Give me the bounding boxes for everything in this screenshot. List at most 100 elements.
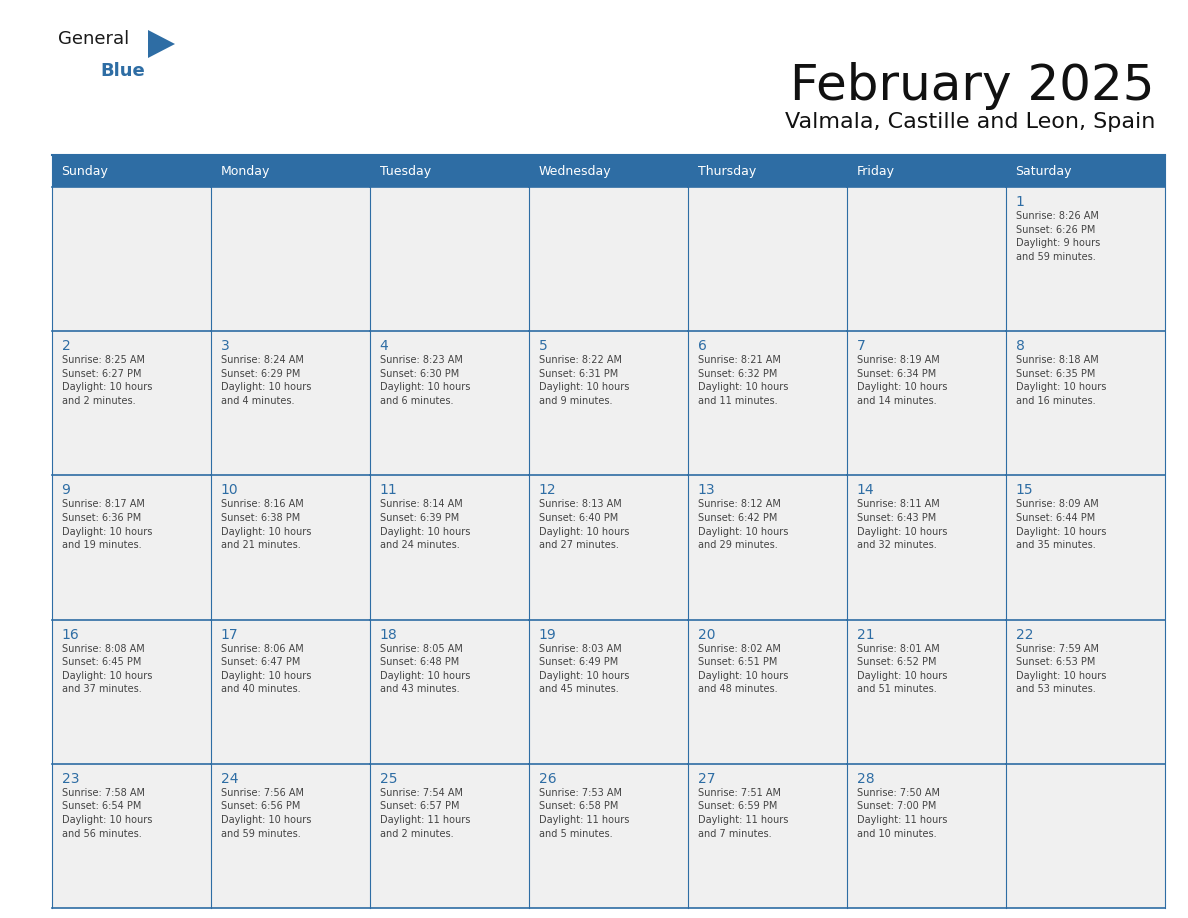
Bar — [847, 331, 1006, 476]
Bar — [847, 764, 1006, 908]
Text: Sunrise: 7:58 AM
Sunset: 6:54 PM
Daylight: 10 hours
and 56 minutes.: Sunrise: 7:58 AM Sunset: 6:54 PM Dayligh… — [62, 788, 152, 839]
Text: Sunrise: 8:03 AM
Sunset: 6:49 PM
Daylight: 10 hours
and 45 minutes.: Sunrise: 8:03 AM Sunset: 6:49 PM Dayligh… — [538, 644, 628, 694]
Text: Sunrise: 8:12 AM
Sunset: 6:42 PM
Daylight: 10 hours
and 29 minutes.: Sunrise: 8:12 AM Sunset: 6:42 PM Dayligh… — [697, 499, 788, 550]
Bar — [529, 764, 688, 908]
Bar — [211, 620, 369, 764]
Bar — [369, 764, 529, 908]
Bar — [52, 187, 211, 331]
Text: Sunrise: 8:22 AM
Sunset: 6:31 PM
Daylight: 10 hours
and 9 minutes.: Sunrise: 8:22 AM Sunset: 6:31 PM Dayligh… — [538, 355, 628, 406]
Text: 14: 14 — [857, 484, 874, 498]
Text: General: General — [58, 30, 129, 48]
Text: Sunday: Sunday — [62, 164, 108, 177]
Text: Sunrise: 8:23 AM
Sunset: 6:30 PM
Daylight: 10 hours
and 6 minutes.: Sunrise: 8:23 AM Sunset: 6:30 PM Dayligh… — [379, 355, 470, 406]
Text: 26: 26 — [538, 772, 556, 786]
Bar — [529, 155, 688, 187]
Text: 21: 21 — [857, 628, 874, 642]
Bar — [529, 476, 688, 620]
Text: Sunrise: 7:56 AM
Sunset: 6:56 PM
Daylight: 10 hours
and 59 minutes.: Sunrise: 7:56 AM Sunset: 6:56 PM Dayligh… — [221, 788, 311, 839]
Text: Blue: Blue — [100, 62, 145, 80]
Bar — [369, 187, 529, 331]
Text: 22: 22 — [1016, 628, 1034, 642]
Text: Sunrise: 8:21 AM
Sunset: 6:32 PM
Daylight: 10 hours
and 11 minutes.: Sunrise: 8:21 AM Sunset: 6:32 PM Dayligh… — [697, 355, 788, 406]
Bar — [688, 476, 847, 620]
Text: 12: 12 — [538, 484, 556, 498]
Bar — [52, 155, 211, 187]
Text: 4: 4 — [379, 339, 388, 353]
Text: Friday: Friday — [857, 164, 895, 177]
Text: Sunrise: 8:26 AM
Sunset: 6:26 PM
Daylight: 9 hours
and 59 minutes.: Sunrise: 8:26 AM Sunset: 6:26 PM Dayligh… — [1016, 211, 1100, 262]
Text: Sunrise: 8:09 AM
Sunset: 6:44 PM
Daylight: 10 hours
and 35 minutes.: Sunrise: 8:09 AM Sunset: 6:44 PM Dayligh… — [1016, 499, 1106, 550]
Text: Sunrise: 7:51 AM
Sunset: 6:59 PM
Daylight: 11 hours
and 7 minutes.: Sunrise: 7:51 AM Sunset: 6:59 PM Dayligh… — [697, 788, 788, 839]
Bar — [847, 155, 1006, 187]
Text: 3: 3 — [221, 339, 229, 353]
Bar — [688, 620, 847, 764]
Text: 17: 17 — [221, 628, 238, 642]
Bar — [529, 331, 688, 476]
Text: Sunrise: 7:54 AM
Sunset: 6:57 PM
Daylight: 11 hours
and 2 minutes.: Sunrise: 7:54 AM Sunset: 6:57 PM Dayligh… — [379, 788, 470, 839]
Bar — [211, 331, 369, 476]
Text: 2: 2 — [62, 339, 70, 353]
Bar — [369, 331, 529, 476]
Text: 7: 7 — [857, 339, 865, 353]
Text: 8: 8 — [1016, 339, 1024, 353]
Text: 28: 28 — [857, 772, 874, 786]
Bar — [1006, 187, 1165, 331]
Text: Sunrise: 8:05 AM
Sunset: 6:48 PM
Daylight: 10 hours
and 43 minutes.: Sunrise: 8:05 AM Sunset: 6:48 PM Dayligh… — [379, 644, 470, 694]
Text: Sunrise: 8:17 AM
Sunset: 6:36 PM
Daylight: 10 hours
and 19 minutes.: Sunrise: 8:17 AM Sunset: 6:36 PM Dayligh… — [62, 499, 152, 550]
Bar — [688, 764, 847, 908]
Text: Sunrise: 8:06 AM
Sunset: 6:47 PM
Daylight: 10 hours
and 40 minutes.: Sunrise: 8:06 AM Sunset: 6:47 PM Dayligh… — [221, 644, 311, 694]
Bar — [688, 331, 847, 476]
Text: 27: 27 — [697, 772, 715, 786]
Bar — [369, 155, 529, 187]
Text: 5: 5 — [538, 339, 548, 353]
Bar — [211, 764, 369, 908]
Text: Sunrise: 8:16 AM
Sunset: 6:38 PM
Daylight: 10 hours
and 21 minutes.: Sunrise: 8:16 AM Sunset: 6:38 PM Dayligh… — [221, 499, 311, 550]
Bar — [1006, 620, 1165, 764]
Bar — [529, 620, 688, 764]
Text: Sunrise: 8:25 AM
Sunset: 6:27 PM
Daylight: 10 hours
and 2 minutes.: Sunrise: 8:25 AM Sunset: 6:27 PM Dayligh… — [62, 355, 152, 406]
Text: Sunrise: 8:18 AM
Sunset: 6:35 PM
Daylight: 10 hours
and 16 minutes.: Sunrise: 8:18 AM Sunset: 6:35 PM Dayligh… — [1016, 355, 1106, 406]
Bar — [369, 476, 529, 620]
Bar — [52, 331, 211, 476]
Text: Sunrise: 8:19 AM
Sunset: 6:34 PM
Daylight: 10 hours
and 14 minutes.: Sunrise: 8:19 AM Sunset: 6:34 PM Dayligh… — [857, 355, 947, 406]
Text: Monday: Monday — [221, 164, 270, 177]
Text: Sunrise: 8:08 AM
Sunset: 6:45 PM
Daylight: 10 hours
and 37 minutes.: Sunrise: 8:08 AM Sunset: 6:45 PM Dayligh… — [62, 644, 152, 694]
Bar — [211, 155, 369, 187]
Text: 11: 11 — [379, 484, 397, 498]
Polygon shape — [148, 30, 175, 58]
Text: Thursday: Thursday — [697, 164, 756, 177]
Text: 15: 15 — [1016, 484, 1034, 498]
Text: Wednesday: Wednesday — [538, 164, 611, 177]
Bar — [211, 187, 369, 331]
Text: Sunrise: 7:50 AM
Sunset: 7:00 PM
Daylight: 11 hours
and 10 minutes.: Sunrise: 7:50 AM Sunset: 7:00 PM Dayligh… — [857, 788, 947, 839]
Text: 13: 13 — [697, 484, 715, 498]
Bar — [847, 187, 1006, 331]
Text: 20: 20 — [697, 628, 715, 642]
Bar — [52, 476, 211, 620]
Text: 10: 10 — [221, 484, 238, 498]
Text: Sunrise: 8:24 AM
Sunset: 6:29 PM
Daylight: 10 hours
and 4 minutes.: Sunrise: 8:24 AM Sunset: 6:29 PM Dayligh… — [221, 355, 311, 406]
Bar — [847, 476, 1006, 620]
Text: Sunrise: 8:01 AM
Sunset: 6:52 PM
Daylight: 10 hours
and 51 minutes.: Sunrise: 8:01 AM Sunset: 6:52 PM Dayligh… — [857, 644, 947, 694]
Text: Sunrise: 7:53 AM
Sunset: 6:58 PM
Daylight: 11 hours
and 5 minutes.: Sunrise: 7:53 AM Sunset: 6:58 PM Dayligh… — [538, 788, 628, 839]
Text: 25: 25 — [379, 772, 397, 786]
Bar — [529, 187, 688, 331]
Text: 19: 19 — [538, 628, 556, 642]
Text: Valmala, Castille and Leon, Spain: Valmala, Castille and Leon, Spain — [784, 112, 1155, 132]
Text: Saturday: Saturday — [1016, 164, 1072, 177]
Bar — [1006, 155, 1165, 187]
Bar — [1006, 764, 1165, 908]
Bar — [52, 764, 211, 908]
Text: 6: 6 — [697, 339, 707, 353]
Bar — [688, 155, 847, 187]
Bar — [1006, 476, 1165, 620]
Text: Sunrise: 8:02 AM
Sunset: 6:51 PM
Daylight: 10 hours
and 48 minutes.: Sunrise: 8:02 AM Sunset: 6:51 PM Dayligh… — [697, 644, 788, 694]
Text: 9: 9 — [62, 484, 70, 498]
Bar — [369, 620, 529, 764]
Text: 18: 18 — [379, 628, 397, 642]
Text: 24: 24 — [221, 772, 238, 786]
Text: Sunrise: 8:14 AM
Sunset: 6:39 PM
Daylight: 10 hours
and 24 minutes.: Sunrise: 8:14 AM Sunset: 6:39 PM Dayligh… — [379, 499, 470, 550]
Bar — [1006, 331, 1165, 476]
Bar — [847, 620, 1006, 764]
Text: February 2025: February 2025 — [790, 62, 1155, 110]
